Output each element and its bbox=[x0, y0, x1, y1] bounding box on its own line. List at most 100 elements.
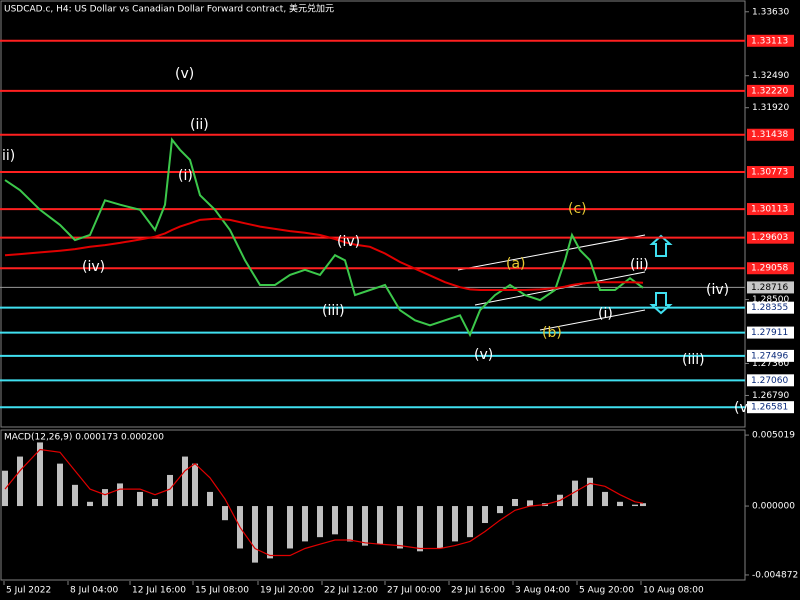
histogram-bar bbox=[587, 477, 593, 507]
x-tick-label: 22 Jul 12:00 bbox=[324, 586, 378, 596]
series-line bbox=[4, 448, 644, 557]
histogram-bar bbox=[417, 506, 423, 552]
wave-label: (v) bbox=[175, 66, 194, 82]
histogram-bar bbox=[102, 489, 108, 507]
level-label: 1.32220 bbox=[751, 86, 788, 96]
level-label-box bbox=[747, 301, 794, 314]
level-label-box bbox=[747, 34, 794, 47]
histogram-bar bbox=[17, 456, 23, 507]
histogram-bar bbox=[512, 498, 518, 507]
x-tick-label: 19 Jul 20:00 bbox=[260, 586, 314, 596]
histogram-bar bbox=[377, 506, 383, 545]
y-tick-label: 1.31920 bbox=[752, 103, 789, 113]
y-tick-label: 1.26790 bbox=[752, 391, 789, 401]
main-frame bbox=[0, 0, 746, 428]
level-label: 1.29603 bbox=[751, 233, 788, 243]
wave-label: (a) bbox=[506, 256, 526, 272]
histogram-bar bbox=[72, 484, 78, 507]
y-tick-label: 0.005019 bbox=[752, 431, 795, 441]
level-label: 1.27496 bbox=[751, 351, 788, 361]
level-label: 1.27911 bbox=[751, 328, 788, 338]
x-tick-label: 5 Jul 2022 bbox=[6, 586, 51, 596]
level-label-box bbox=[747, 349, 794, 362]
histogram-bar bbox=[37, 442, 43, 507]
level-label-box bbox=[747, 281, 794, 294]
wave-label: (v bbox=[734, 400, 748, 416]
histogram-bar bbox=[437, 506, 443, 549]
histogram-bar bbox=[267, 506, 273, 559]
level-label: 1.27060 bbox=[751, 376, 788, 386]
level-label: 1.28355 bbox=[751, 303, 788, 313]
histogram-bar bbox=[317, 506, 323, 538]
histogram-bar bbox=[640, 503, 646, 507]
histogram-bar bbox=[347, 506, 353, 542]
x-tick-label: 10 Aug 08:00 bbox=[643, 586, 704, 596]
up-arrow bbox=[649, 234, 673, 257]
histogram-bar bbox=[87, 501, 93, 507]
level-label-box bbox=[747, 374, 794, 387]
level-label: 1.31438 bbox=[751, 130, 788, 140]
level-label: 1.29058 bbox=[751, 264, 788, 274]
wave-label: (b) bbox=[542, 325, 562, 341]
y-tick-label: 0.000000 bbox=[752, 502, 795, 512]
y-tick-label: 1.33630 bbox=[752, 7, 789, 17]
histogram-bar bbox=[182, 456, 188, 507]
x-tick-label: 29 Jul 16:00 bbox=[451, 586, 505, 596]
histogram-bar bbox=[332, 506, 338, 535]
level-label: 1.33113 bbox=[751, 36, 788, 46]
level-label-box bbox=[747, 401, 794, 414]
wave-label: (c) bbox=[568, 201, 587, 217]
wave-label: (ii) bbox=[630, 257, 649, 273]
level-label: 1.30113 bbox=[751, 205, 788, 215]
histogram-bar bbox=[452, 506, 458, 542]
histogram-bar bbox=[527, 500, 533, 507]
histogram-bar bbox=[252, 506, 258, 563]
wave-label: ii) bbox=[2, 148, 15, 164]
histogram-bar bbox=[207, 491, 213, 507]
level-label: 1.30773 bbox=[751, 168, 788, 178]
level-label: 1.26581 bbox=[751, 403, 788, 413]
level-label-box bbox=[747, 128, 794, 141]
down-arrow bbox=[649, 292, 673, 315]
x-tick-label: 12 Jul 16:00 bbox=[132, 586, 186, 596]
x-tick-label: 15 Jul 08:00 bbox=[195, 586, 249, 596]
histogram-bar bbox=[617, 501, 623, 507]
level-label-box bbox=[747, 166, 794, 179]
wave-label: (v) bbox=[474, 347, 493, 363]
histogram-bar bbox=[287, 506, 293, 549]
x-tick-label: 8 Jul 04:00 bbox=[70, 586, 119, 596]
histogram-bar bbox=[602, 491, 608, 507]
channel-line bbox=[474, 271, 646, 306]
series-line bbox=[4, 137, 644, 338]
level-label: 1.28716 bbox=[751, 283, 788, 293]
series-line bbox=[4, 217, 644, 291]
histogram-bar bbox=[302, 506, 308, 542]
level-label-box bbox=[747, 326, 794, 339]
histogram-bar bbox=[167, 474, 173, 507]
histogram-bar bbox=[137, 491, 143, 507]
histogram-bar bbox=[632, 504, 638, 507]
chart-title: USDCAD.c, H4: US Dollar vs Canadian Doll… bbox=[4, 3, 334, 15]
histogram-bar bbox=[482, 506, 488, 524]
channel-line bbox=[457, 234, 646, 271]
x-tick-label: 27 Jul 00:00 bbox=[387, 586, 441, 596]
histogram-bar bbox=[117, 483, 123, 507]
histogram-bar bbox=[497, 506, 503, 514]
wave-label: (i) bbox=[178, 168, 193, 184]
histogram-bar bbox=[152, 498, 158, 507]
channel-line bbox=[539, 309, 646, 331]
wave-label: (i) bbox=[598, 306, 613, 322]
wave-label: (iv) bbox=[337, 234, 360, 250]
histogram-bar bbox=[362, 506, 368, 546]
level-label-box bbox=[747, 203, 794, 216]
level-label-box bbox=[747, 231, 794, 244]
macd-title: MACD(12,26,9) 0.000173 0.000200 bbox=[4, 433, 164, 443]
histogram-bar bbox=[467, 506, 473, 538]
histogram-bar bbox=[397, 506, 403, 549]
y-tick-label: -0.004872 bbox=[752, 570, 798, 580]
histogram-bar bbox=[57, 463, 63, 507]
wave-label: (iv) bbox=[706, 282, 729, 298]
histogram-bar bbox=[572, 480, 578, 507]
macd-frame bbox=[0, 429, 746, 581]
